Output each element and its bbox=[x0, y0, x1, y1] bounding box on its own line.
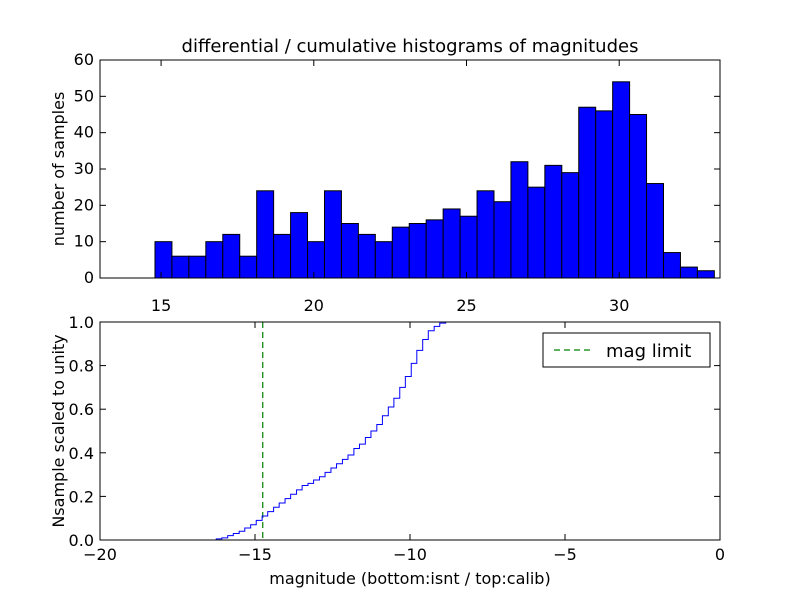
bottom-y-tick-label: 0.8 bbox=[69, 357, 94, 376]
histogram-bar bbox=[222, 233, 241, 279]
histogram-bar bbox=[239, 255, 258, 279]
bottom-y-tick-label: 0.2 bbox=[69, 487, 94, 506]
histogram-bar bbox=[256, 190, 275, 279]
histogram-bar bbox=[391, 226, 410, 279]
top-x-tick-label: 20 bbox=[304, 296, 324, 315]
top-x-tick-label: 30 bbox=[609, 296, 629, 315]
histogram-bar bbox=[646, 183, 664, 279]
top-x-tick-label: 15 bbox=[151, 296, 171, 315]
top-histogram-panel: differential / cumulative histograms of … bbox=[49, 36, 721, 315]
bottom-x-axis-label: magnitude (bottom:isnt / top:calib) bbox=[269, 569, 550, 588]
histogram-bar bbox=[629, 114, 648, 279]
top-y-ticks: 0 10 20 30 40 50 60 bbox=[74, 50, 720, 287]
top-y-tick-label: 20 bbox=[74, 195, 94, 214]
histogram-bar bbox=[442, 208, 461, 279]
histogram-bar bbox=[340, 223, 359, 279]
histogram-bar bbox=[357, 233, 376, 279]
bottom-y-tick-label: 0.6 bbox=[69, 400, 94, 419]
histogram-bar bbox=[696, 270, 715, 279]
top-y-tick-label: 0 bbox=[84, 268, 94, 287]
histogram-bar bbox=[425, 219, 444, 279]
legend: mag limit bbox=[542, 332, 711, 368]
histogram-bar bbox=[662, 252, 681, 279]
bottom-x-tick-label: 0 bbox=[715, 545, 725, 564]
bottom-x-ticks: −20 −15 −10 −5 0 bbox=[83, 322, 725, 564]
histogram-bars bbox=[154, 81, 715, 279]
bottom-x-tick-label: −20 bbox=[83, 545, 117, 564]
bottom-x-tick-label: −15 bbox=[238, 545, 272, 564]
histogram-bar bbox=[307, 241, 325, 279]
histogram-bar bbox=[527, 186, 546, 279]
histogram-bar bbox=[578, 106, 597, 279]
histogram-bar bbox=[459, 215, 478, 279]
bottom-y-axis-label: Nsample scaled to unity bbox=[49, 334, 68, 527]
histogram-bar bbox=[510, 161, 529, 279]
bottom-cumulative-panel: 0.0 0.2 0.4 0.6 0.8 1.0 −20 −15 −10 −5 0 magnitud… bbox=[49, 313, 725, 588]
histogram-bar bbox=[595, 110, 614, 279]
bottom-y-ticks: 0.0 0.2 0.4 0.6 0.8 1.0 bbox=[69, 313, 720, 550]
bottom-x-tick-label: −10 bbox=[393, 545, 427, 564]
bottom-y-tick-label: 1.0 bbox=[69, 313, 94, 332]
bottom-x-tick-label: −5 bbox=[553, 545, 577, 564]
histogram-bar bbox=[188, 255, 207, 279]
top-y-tick-label: 40 bbox=[74, 123, 94, 142]
histogram-bar bbox=[323, 190, 342, 279]
bottom-y-tick-label: 0.4 bbox=[69, 444, 94, 463]
top-y-tick-label: 60 bbox=[74, 50, 94, 69]
histogram-bar bbox=[493, 201, 512, 279]
histogram-bar bbox=[544, 164, 563, 279]
histogram-bar bbox=[273, 233, 292, 279]
histogram-bar bbox=[154, 241, 173, 279]
histogram-bar bbox=[290, 212, 309, 279]
histogram-bar bbox=[408, 223, 427, 279]
chart-title: differential / cumulative histograms of … bbox=[182, 36, 639, 57]
legend-box bbox=[542, 332, 711, 368]
top-x-tick-label: 25 bbox=[456, 296, 476, 315]
histogram-bar bbox=[679, 266, 698, 279]
top-y-tick-label: 30 bbox=[74, 159, 94, 178]
top-x-ticks: 15 20 25 30 bbox=[151, 60, 629, 315]
histogram-bar bbox=[205, 241, 224, 279]
histogram-bar bbox=[476, 190, 495, 279]
legend-label-mag-limit: mag limit bbox=[606, 341, 691, 362]
histogram-bar bbox=[374, 241, 393, 279]
bottom-y-tick-label: 0.0 bbox=[69, 531, 94, 550]
top-y-axis-label: number of samples bbox=[49, 92, 68, 247]
histogram-bar bbox=[612, 81, 631, 279]
cumulative-step-line bbox=[100, 321, 720, 541]
histogram-bar bbox=[561, 172, 580, 279]
top-y-tick-label: 50 bbox=[74, 86, 94, 105]
histogram-bar bbox=[171, 255, 190, 279]
top-y-tick-label: 10 bbox=[74, 232, 94, 251]
